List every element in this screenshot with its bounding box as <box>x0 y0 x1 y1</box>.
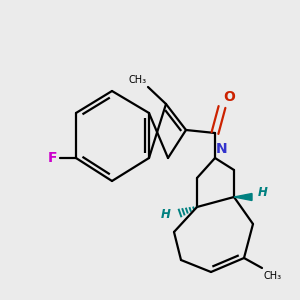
Text: CH₃: CH₃ <box>129 75 147 85</box>
Text: F: F <box>47 151 57 165</box>
Text: N: N <box>216 142 228 156</box>
Text: O: O <box>223 90 235 104</box>
Polygon shape <box>234 194 252 200</box>
Text: CH₃: CH₃ <box>264 271 282 281</box>
Text: H: H <box>258 187 268 200</box>
Text: H: H <box>161 208 171 221</box>
